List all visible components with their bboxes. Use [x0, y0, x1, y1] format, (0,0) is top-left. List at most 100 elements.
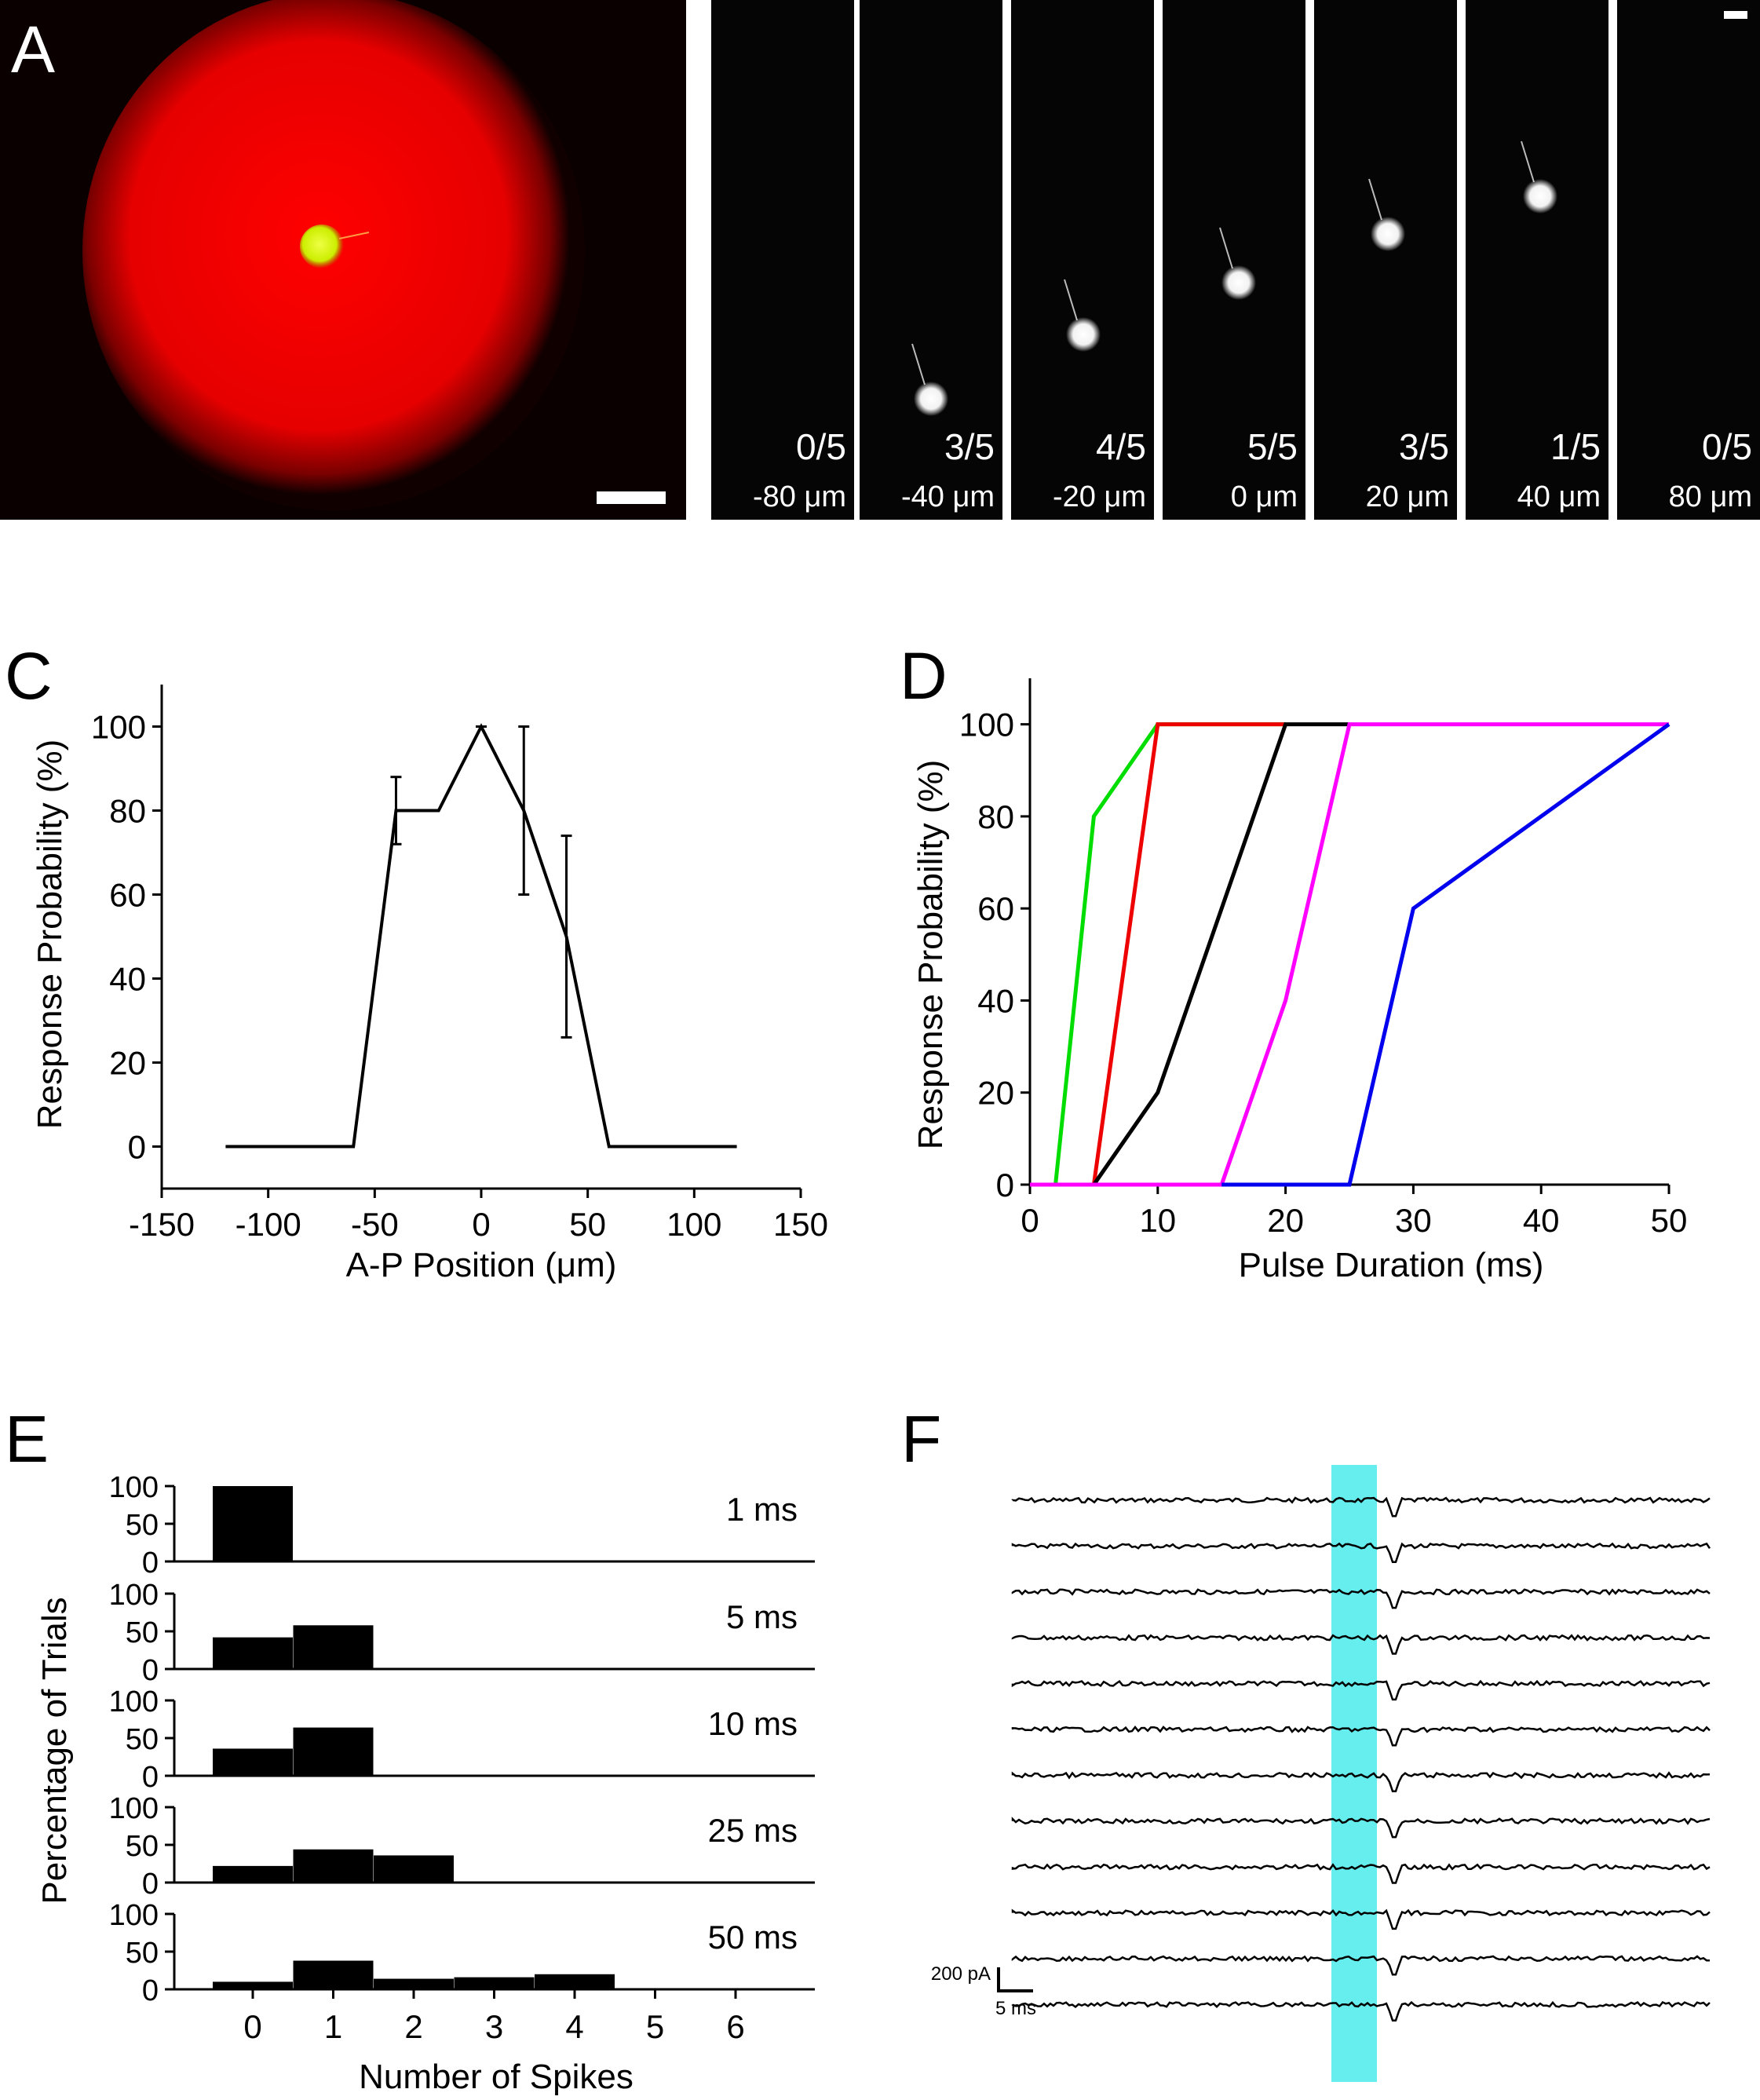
d-x-tick-label: 10 [1139, 1202, 1176, 1239]
e-y-tick-label: 100 [109, 1792, 159, 1825]
e-bar [374, 1978, 454, 1989]
d-x-tick-label: 20 [1267, 1202, 1304, 1239]
image-strip: 4/5 -20 μm [1011, 0, 1154, 520]
f-trace [1011, 1771, 1711, 1792]
cell-process [1219, 227, 1233, 269]
d-y-tick-label: 20 [977, 1075, 1014, 1112]
f-trace [1011, 1496, 1711, 1517]
strip-background [860, 0, 1002, 520]
c-series-line [225, 723, 737, 1149]
e-bar [213, 1748, 293, 1776]
d-y-tick-label: 40 [977, 982, 1014, 1019]
panel-b: B 0/5-80 μm3/5-40 μm4/5-20 μm5/50 μm3/52… [711, 0, 1760, 520]
e-y-tick-label: 100 [109, 1579, 159, 1612]
e-x-tick-label: 4 [565, 2008, 583, 2045]
e-bar [293, 1727, 374, 1776]
image-strip: 3/5 -40 μm [860, 0, 1002, 520]
e-x-tick-label: 2 [404, 2008, 422, 2045]
d-y-tick-label: 100 [959, 707, 1014, 743]
d-y-tick-label: 0 [996, 1167, 1014, 1203]
f-trace [1011, 1588, 1711, 1609]
c-y-tick-label: 80 [109, 793, 146, 830]
e-series-label: 5 ms [726, 1598, 798, 1635]
strip-ratio-label: 0/5 [796, 426, 846, 467]
d-series-line [1221, 722, 1671, 1187]
f-trace [1011, 1679, 1711, 1701]
e-y-tick-label: 50 [126, 1830, 159, 1863]
d-xlabel: Pulse Duration (ms) [1239, 1246, 1544, 1284]
strip-background [711, 0, 854, 520]
e-bar [454, 1977, 535, 1989]
yellow-cell-body [300, 225, 344, 268]
panel-label-f: F [901, 1402, 941, 1476]
c-x-tick-label: 0 [472, 1206, 490, 1243]
e-y-tick-label: 0 [142, 1761, 159, 1794]
strip-ratio-label: 3/5 [1399, 426, 1449, 467]
d-x-tick-label: 30 [1395, 1202, 1432, 1239]
e-bar [293, 1625, 374, 1669]
e-xlabel: Number of Spikes [359, 2058, 634, 2096]
f-trace [1011, 1725, 1711, 1747]
c-ylabel: Response Probability (%) [31, 740, 69, 1129]
e-x-tick-label: 1 [324, 2008, 342, 2045]
e-subplot: 0 50 100 1 ms [109, 1471, 815, 1580]
c-x-tick-label: -100 [236, 1206, 301, 1243]
image-strip: 3/5 20 μm [1314, 0, 1457, 520]
e-bar [293, 1849, 374, 1883]
strip-position-label: 80 μm [1669, 480, 1752, 513]
e-x-tick-label: 6 [726, 2008, 744, 2045]
strip-background [1163, 0, 1305, 520]
e-subplot: 0 50 100 10 ms [109, 1685, 815, 1794]
f-trace [1011, 1955, 1711, 1976]
f-trace [1011, 1542, 1711, 1563]
cell-process [911, 343, 926, 385]
c-y-tick-label: 100 [91, 709, 146, 746]
image-strip: 1/5 40 μm [1466, 0, 1608, 520]
e-series-label: 1 ms [726, 1491, 798, 1528]
c-y-tick-label: 40 [109, 961, 146, 998]
d-ylabel: Response Probability (%) [911, 760, 950, 1149]
strip-ratio-label: 4/5 [1096, 426, 1146, 467]
panel-label-d: D [900, 639, 948, 713]
strip-position-label: -80 μm [753, 480, 846, 513]
panel-a: A [0, 0, 686, 520]
f-trace [1011, 1634, 1711, 1655]
scale-label-time: 5 ms [995, 1998, 1036, 2019]
panel-c: C A-P Position (μm) Response Probability… [5, 639, 828, 1284]
e-x-tick-label: 3 [485, 2008, 503, 2045]
e-subplot: 0 50 100 50 ms [109, 1899, 815, 2007]
d-x-tick-label: 40 [1523, 1202, 1560, 1239]
cell-body [1371, 217, 1405, 251]
e-ylabel: Percentage of Trials [35, 1597, 74, 1904]
panel-e: E Number of Spikes Percentage of Trials … [5, 1402, 815, 2096]
e-x-tick-label: 0 [243, 2008, 261, 2045]
e-subplot: 0 50 100 5 ms [109, 1579, 815, 1687]
strip-ratio-label: 5/5 [1247, 426, 1298, 467]
cell-process [1521, 141, 1535, 183]
c-x-tick-label: 100 [666, 1206, 721, 1243]
f-trace [1011, 2000, 1711, 2021]
strip-ratio-label: 1/5 [1550, 426, 1601, 467]
e-y-tick-label: 0 [142, 1547, 159, 1580]
e-series-label: 10 ms [708, 1705, 798, 1742]
c-x-tick-label: -50 [351, 1206, 399, 1243]
cell-body [1221, 265, 1256, 300]
cell-body [1066, 317, 1101, 352]
e-y-tick-label: 0 [142, 1974, 159, 2007]
c-y-tick-label: 20 [109, 1045, 146, 1082]
f-trace [1011, 1817, 1711, 1839]
cell-body [914, 382, 948, 416]
e-bar [213, 1637, 293, 1669]
c-y-tick-label: 60 [109, 877, 146, 914]
e-y-tick-label: 50 [126, 1937, 159, 1970]
panel-label-c: C [5, 639, 53, 713]
e-bar [535, 1974, 615, 1989]
cell-process [1368, 178, 1382, 221]
e-x-tick-label: 5 [646, 2008, 664, 2045]
c-xlabel: A-P Position (μm) [346, 1246, 617, 1284]
c-x-tick-label: -150 [129, 1206, 195, 1243]
scale-bar-b [1724, 11, 1747, 19]
strip-ratio-label: 0/5 [1702, 426, 1752, 467]
image-strip: 0/5 -80 μm [711, 0, 854, 520]
